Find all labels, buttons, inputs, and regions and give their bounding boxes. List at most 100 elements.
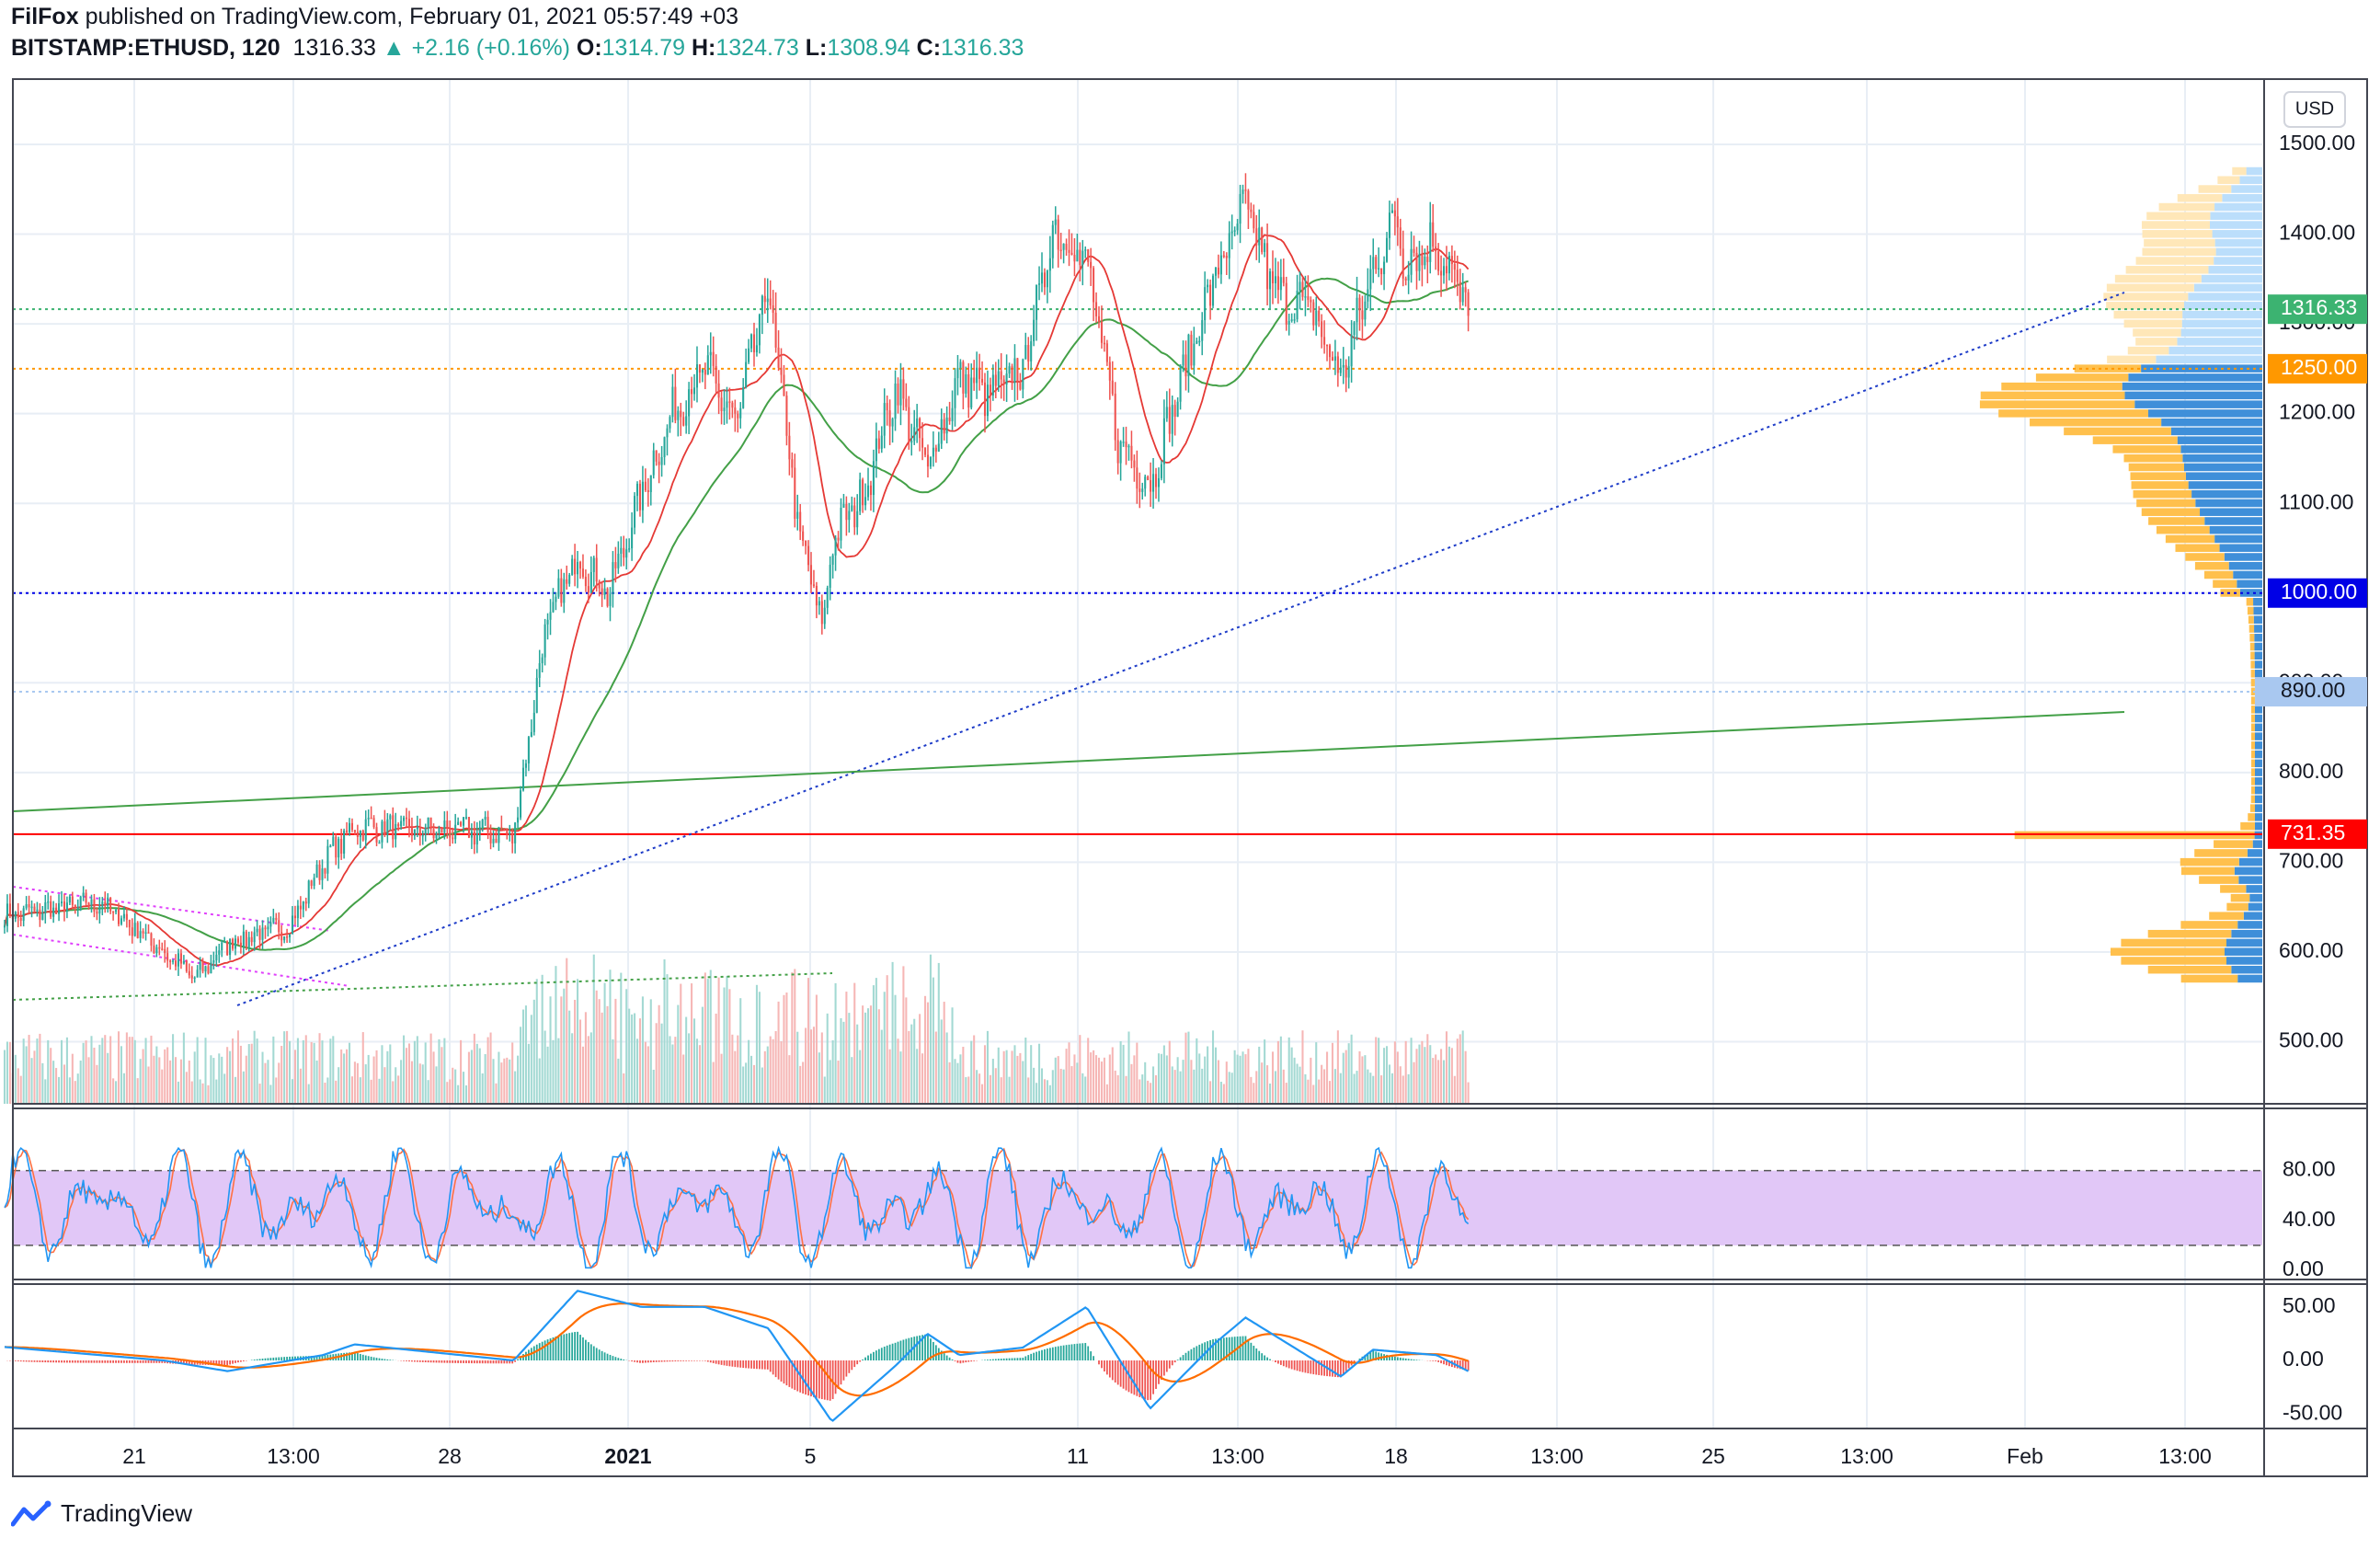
macd-histogram-bar — [511, 1360, 514, 1364]
candle-body — [634, 496, 636, 528]
macd-histogram-bar — [378, 1358, 381, 1360]
volume-bar — [715, 1013, 717, 1104]
volume-bar — [923, 995, 927, 1104]
volume-bar — [1407, 1073, 1410, 1104]
macd-histogram-bar — [272, 1357, 275, 1360]
macd-histogram-bar — [658, 1360, 660, 1362]
volume-bar — [701, 1006, 704, 1104]
volume-bar — [1111, 1047, 1114, 1104]
macd-histogram-bar — [696, 1360, 698, 1361]
macd-histogram-bar — [1182, 1355, 1184, 1360]
candle-body — [1211, 275, 1215, 306]
vp-up-bar — [2224, 553, 2262, 561]
candle-body — [769, 298, 772, 306]
macd-histogram-bar — [772, 1360, 774, 1375]
tradingview-logo-icon — [11, 1500, 51, 1526]
candle-body — [1326, 344, 1329, 347]
volume-bar — [296, 1038, 299, 1104]
candle-body — [397, 823, 400, 827]
volume-bar — [571, 1033, 574, 1104]
macd-histogram-bar — [1038, 1350, 1040, 1360]
macd-histogram-bar — [150, 1360, 153, 1363]
volume-bar — [663, 958, 666, 1104]
macd-histogram-bar — [1030, 1353, 1033, 1360]
volume-bar — [338, 1067, 340, 1104]
macd-histogram-bar — [446, 1360, 449, 1363]
candle-body — [820, 601, 823, 625]
volume-bar — [1108, 1054, 1111, 1104]
price-label-box — [2255, 677, 2367, 707]
macd-histogram-bar — [1467, 1360, 1470, 1371]
macd-histogram-bar — [934, 1345, 937, 1360]
candle-body — [503, 828, 506, 830]
volume-bar — [1059, 1068, 1062, 1104]
macd-histogram-bar — [549, 1337, 552, 1360]
volume-bar — [1239, 1055, 1241, 1104]
macd-histogram-bar — [188, 1360, 190, 1365]
macd-histogram-bar — [671, 1360, 674, 1362]
volume-bar — [734, 1050, 737, 1104]
candle-body — [1070, 252, 1073, 256]
symbol-label[interactable]: BITSTAMP:ETHUSD, 120 — [11, 35, 280, 61]
candle-body — [196, 970, 199, 978]
macd-histogram-bar — [1339, 1360, 1342, 1378]
time-tick-label: 5 — [805, 1444, 817, 1468]
tradingview-brand[interactable]: TradingView — [11, 1499, 192, 1528]
volume-bar — [93, 1047, 96, 1104]
volume-bar — [520, 1027, 522, 1104]
volume-bar — [1022, 1061, 1024, 1104]
candle-body — [831, 555, 834, 565]
volume-bar — [809, 1029, 813, 1104]
volume-bar — [87, 1057, 90, 1104]
macd-histogram-bar — [888, 1344, 891, 1360]
vp-up-bar — [2195, 499, 2262, 508]
macd-histogram-bar — [826, 1360, 829, 1401]
macd-histogram-bar — [185, 1360, 188, 1365]
volume-bar — [1274, 1071, 1276, 1104]
candle-body — [245, 931, 247, 948]
volume-bar — [372, 1056, 375, 1104]
volume-bar — [943, 1002, 945, 1104]
candle-body — [1255, 228, 1258, 246]
candle-body — [788, 435, 791, 460]
candle-body — [155, 947, 158, 954]
time-tick-label: 18 — [1384, 1444, 1408, 1468]
volume-bar — [1390, 1073, 1393, 1104]
candle-body — [1002, 379, 1005, 385]
currency-button-label[interactable]: USD — [2295, 98, 2334, 119]
macd-histogram-bar — [161, 1360, 164, 1363]
vp-down-bar — [2030, 418, 2162, 427]
candle-body — [802, 531, 805, 541]
macd-histogram-bar — [831, 1360, 834, 1400]
candle-body — [1369, 269, 1372, 290]
candle-body — [905, 398, 908, 407]
volume-bar — [1404, 1040, 1407, 1104]
macd-histogram-bar — [498, 1360, 500, 1364]
volume-bar — [315, 1060, 318, 1104]
candle-body — [370, 817, 372, 820]
candle-body — [250, 936, 253, 943]
volume-bar — [275, 1077, 278, 1104]
volume-bar — [1133, 1055, 1136, 1104]
time-axis: 21 13:00 28 2021 5 11 13:00 18 13:00 25 13:00 Feb 13… — [122, 1444, 2212, 1468]
macd-histogram-bar — [899, 1340, 902, 1360]
volume-bar — [71, 1053, 74, 1104]
candle-body — [253, 932, 256, 943]
volume-bar — [375, 1050, 378, 1104]
macd-histogram-bar — [424, 1360, 427, 1363]
candle-body — [655, 450, 658, 462]
candle-body — [1429, 222, 1432, 262]
macd-histogram-bar — [921, 1335, 923, 1360]
volume-bar — [750, 1055, 753, 1104]
candle-body — [1375, 257, 1378, 270]
macd-histogram-bar — [180, 1360, 182, 1365]
volume-bar — [1321, 1064, 1323, 1104]
candles[interactable] — [3, 173, 1470, 984]
vp-up-bar — [2214, 238, 2262, 247]
vp-down-bar — [2250, 687, 2255, 696]
volume-bar — [1296, 1063, 1299, 1104]
publisher-name[interactable]: FilFox — [11, 4, 79, 29]
candle-body — [218, 950, 221, 955]
macd-histogram-bar — [1122, 1360, 1125, 1389]
candle-body — [1087, 249, 1090, 262]
